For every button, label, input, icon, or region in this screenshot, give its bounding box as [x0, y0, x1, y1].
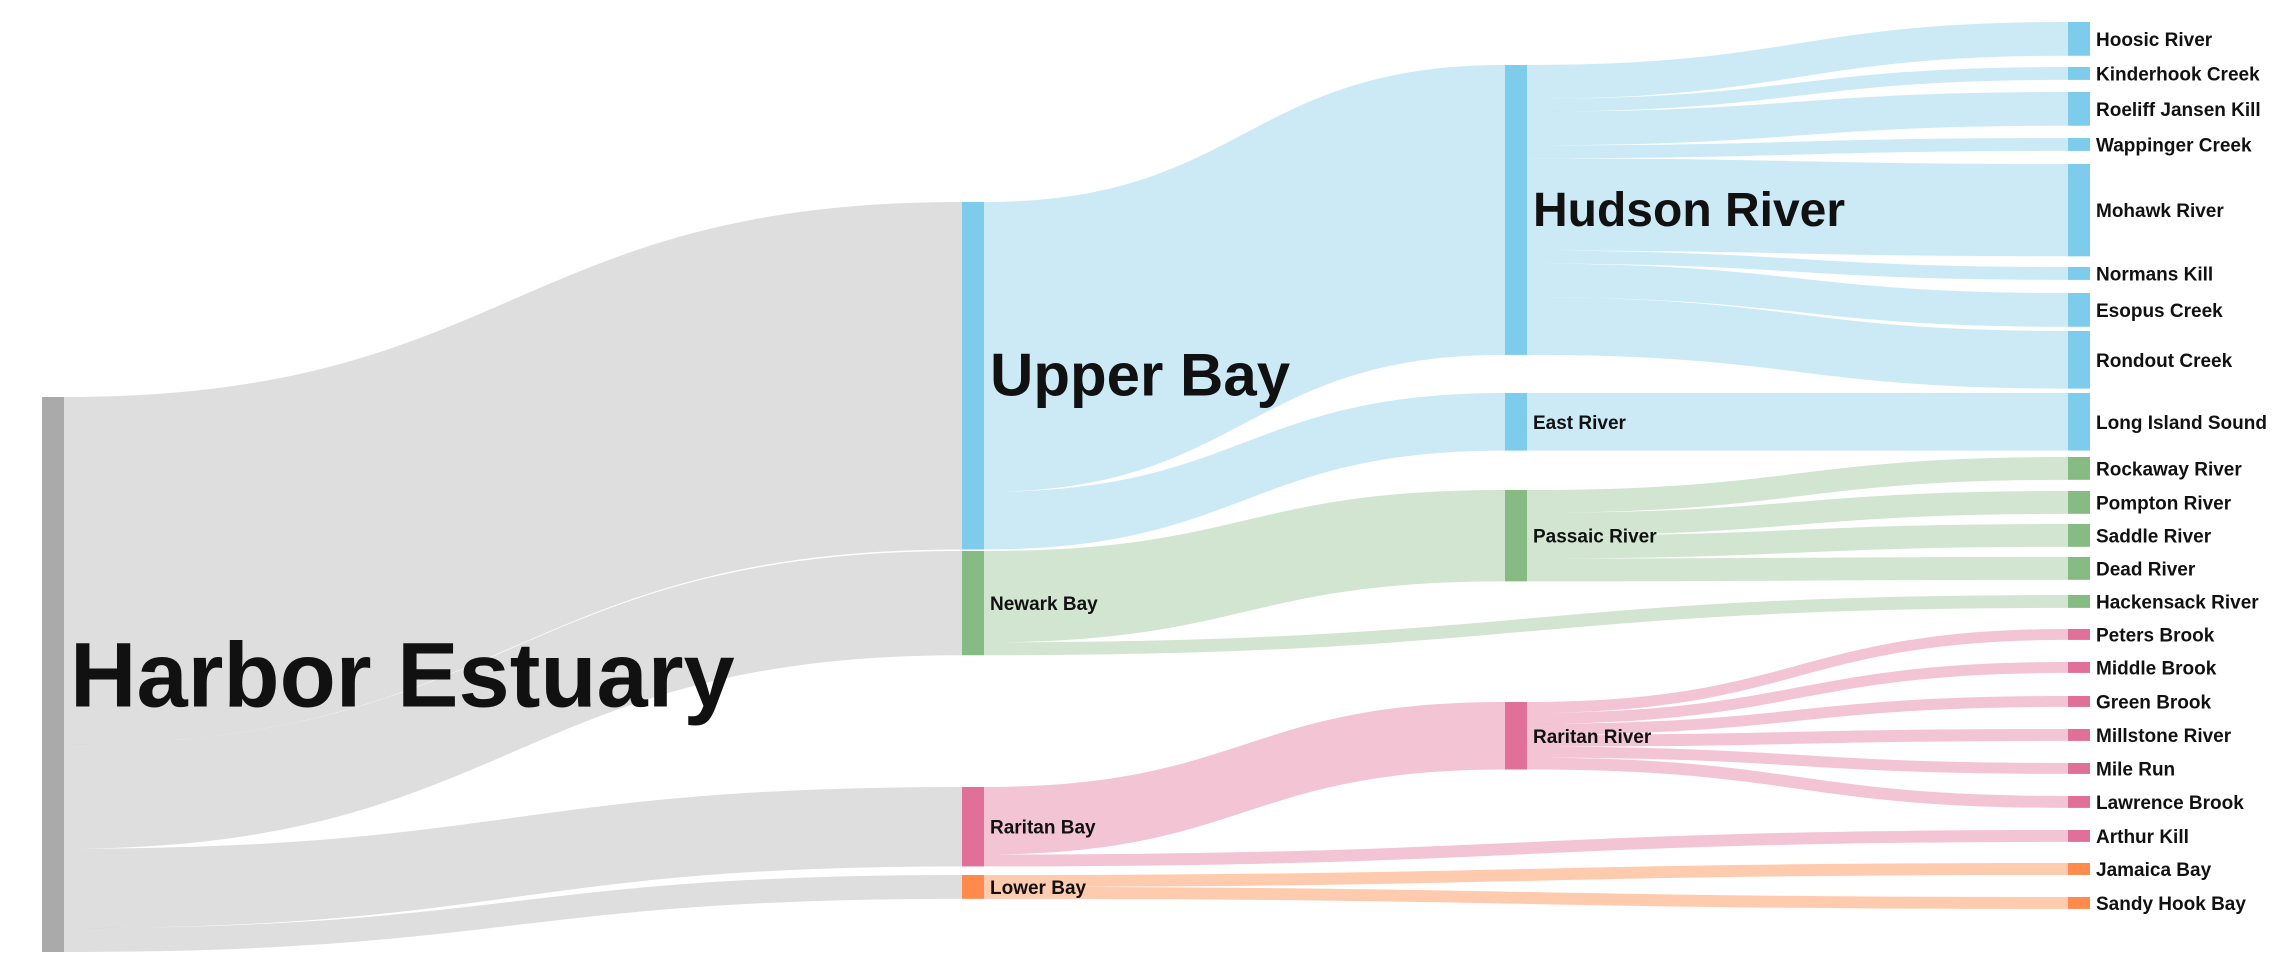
- link-hudson-to-esopus: [1527, 263, 2068, 327]
- node-label-lower: Lower Bay: [990, 878, 1087, 899]
- node-saddle: [2068, 524, 2090, 547]
- node-label-sandyhook: Sandy Hook Bay: [2096, 894, 2246, 915]
- node-millstone: [2068, 729, 2090, 741]
- node-pompton: [2068, 491, 2090, 514]
- link-upper-to-hudson: [984, 65, 1505, 492]
- link-hudson-to-roeliff: [1527, 92, 2068, 146]
- link-hudson-to-mohawk: [1527, 158, 2068, 257]
- node-label-dead: Dead River: [2096, 559, 2196, 580]
- node-lawrence: [2068, 796, 2090, 808]
- node-label-millstone: Millstone River: [2096, 726, 2232, 747]
- node-milerun: [2068, 763, 2090, 774]
- node-roeliff: [2068, 92, 2090, 126]
- node-label-peters: Peters Brook: [2096, 625, 2215, 646]
- link-passaic-to-saddle: [1527, 524, 2068, 559]
- node-middle: [2068, 662, 2090, 673]
- link-raritanriver-to-lawrence: [1527, 757, 2068, 808]
- node-label-roeliff: Roeliff Jansen Kill: [2096, 100, 2261, 121]
- link-harbor-to-upper: [64, 202, 962, 745]
- node-label-normans: Normans Kill: [2096, 264, 2213, 285]
- node-wappinger: [2068, 138, 2090, 151]
- node-label-raritanriver: Raritan River: [1533, 727, 1652, 748]
- link-hudson-to-normans: [1527, 250, 2068, 280]
- node-label-green: Green Brook: [2096, 692, 2212, 713]
- node-normans: [2068, 267, 2090, 280]
- link-east-to-lis: [1527, 393, 2068, 451]
- node-green: [2068, 696, 2090, 707]
- node-lis: [2068, 393, 2090, 451]
- node-label-rondout: Rondout Creek: [2096, 351, 2233, 372]
- node-sandyhook: [2068, 897, 2090, 909]
- node-label-kinderhook: Kinderhook Creek: [2096, 64, 2260, 85]
- node-lower: [962, 875, 984, 899]
- link-passaic-to-pompton: [1527, 491, 2068, 536]
- node-label-middle: Middle Brook: [2096, 658, 2217, 679]
- node-label-saddle: Saddle River: [2096, 526, 2212, 547]
- node-label-hoosic: Hoosic River: [2096, 30, 2213, 51]
- node-peters: [2068, 629, 2090, 640]
- node-hoosic: [2068, 22, 2090, 56]
- node-mohawk: [2068, 164, 2090, 257]
- node-label-newark: Newark Bay: [990, 594, 1098, 615]
- node-label-harbor: Harbor Estuary: [70, 625, 735, 727]
- flow-links: [64, 22, 2068, 952]
- node-esopus: [2068, 293, 2090, 327]
- link-newark-to-hackensack: [984, 595, 2068, 656]
- node-label-mohawk: Mohawk River: [2096, 201, 2224, 222]
- link-lower-to-sandyhook: [984, 886, 2068, 909]
- link-passaic-to-rockaway: [1527, 457, 2068, 513]
- link-raritanbay-to-raritanriver: [984, 702, 1505, 855]
- node-label-raritanbay: Raritan Bay: [990, 818, 1096, 839]
- link-raritanriver-to-peters: [1527, 629, 2068, 713]
- link-hudson-to-kinderhook: [1527, 67, 2068, 112]
- link-hudson-to-rondout: [1527, 297, 2068, 389]
- node-east: [1505, 393, 1527, 451]
- node-label-lis: Long Island Sound: [2096, 413, 2267, 434]
- link-upper-to-east: [984, 393, 1505, 550]
- flow-nodes: [42, 22, 2090, 952]
- node-label-arthur: Arthur Kill: [2096, 827, 2189, 848]
- node-label-hudson: Hudson River: [1533, 184, 1845, 237]
- node-hackensack: [2068, 595, 2090, 608]
- link-raritanriver-to-millstone: [1527, 729, 2068, 747]
- node-upper: [962, 202, 984, 550]
- node-label-hackensack: Hackensack River: [2096, 592, 2259, 613]
- link-hudson-to-hoosic: [1527, 22, 2068, 99]
- link-raritanbay-to-arthur: [984, 830, 2068, 867]
- node-label-lawrence: Lawrence Brook: [2096, 793, 2244, 814]
- node-passaic: [1505, 490, 1527, 582]
- node-labels: Harbor Estuary Upper Bay Newark Bay Raritan…: [70, 30, 2267, 915]
- node-harbor: [42, 397, 64, 952]
- node-label-wappinger: Wappinger Creek: [2096, 135, 2252, 156]
- link-harbor-to-lower: [64, 875, 962, 952]
- link-raritanriver-to-green: [1527, 696, 2068, 735]
- node-label-milerun: Mile Run: [2096, 759, 2175, 780]
- node-label-jamaica: Jamaica Bay: [2096, 860, 2212, 881]
- node-arthur: [2068, 830, 2090, 842]
- link-harbor-to-newark: [64, 551, 962, 849]
- link-lower-to-jamaica: [984, 863, 2068, 887]
- node-kinderhook: [2068, 67, 2090, 80]
- link-hudson-to-wappinger: [1527, 138, 2068, 159]
- node-raritanbay: [962, 787, 984, 867]
- node-dead: [2068, 557, 2090, 580]
- node-label-passaic: Passaic River: [1533, 527, 1657, 548]
- link-raritanriver-to-milerun: [1527, 746, 2068, 774]
- node-jamaica: [2068, 863, 2090, 875]
- link-passaic-to-dead: [1527, 557, 2068, 582]
- node-rockaway: [2068, 457, 2090, 480]
- node-label-upper: Upper Bay: [990, 342, 1291, 409]
- node-rondout: [2068, 331, 2090, 389]
- node-label-pompton: Pompton River: [2096, 493, 2232, 514]
- link-raritanriver-to-middle: [1527, 662, 2068, 724]
- node-label-rockaway: Rockaway River: [2096, 459, 2242, 480]
- link-harbor-to-raritanbay: [64, 787, 962, 929]
- node-label-east: East River: [1533, 413, 1627, 434]
- link-newark-to-passaic: [984, 490, 1505, 643]
- node-hudson: [1505, 65, 1527, 355]
- node-newark: [962, 551, 984, 656]
- node-label-esopus: Esopus Creek: [2096, 301, 2223, 322]
- node-raritanriver: [1505, 702, 1527, 770]
